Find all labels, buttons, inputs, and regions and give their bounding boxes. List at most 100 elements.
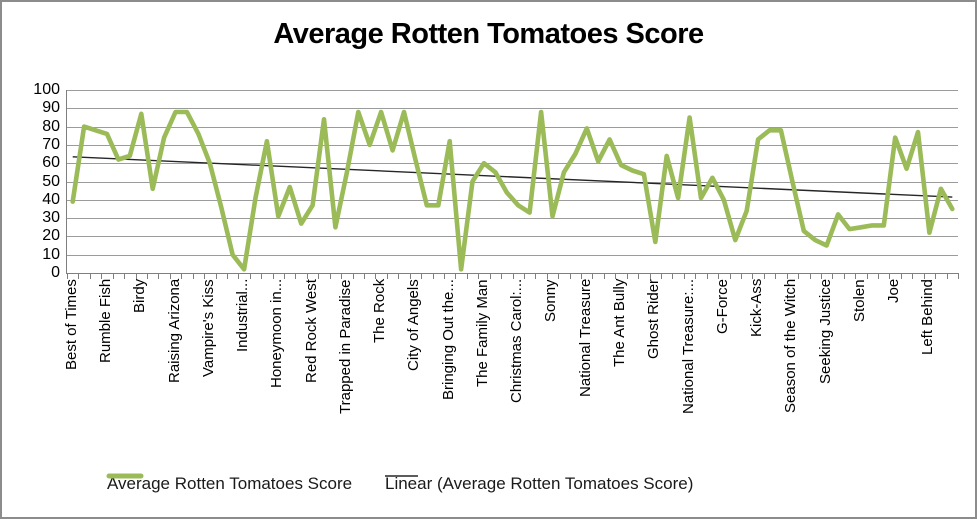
- x-axis-label: Season of the Witch: [782, 279, 800, 414]
- trend-line: [72, 156, 953, 198]
- x-axis-tick: [158, 274, 160, 279]
- gridline: [67, 90, 958, 91]
- x-axis-tick: [649, 274, 651, 279]
- plot-area: [67, 90, 958, 274]
- legend: Average Rotten Tomatoes Score Linear (Av…: [2, 472, 975, 498]
- x-axis-tick: [581, 274, 583, 279]
- x-axis-tick: [718, 274, 720, 279]
- chart-title: Average Rotten Tomatoes Score: [273, 18, 704, 50]
- x-axis-tick: [443, 274, 445, 279]
- x-axis-tick: [261, 274, 263, 279]
- gridline: [67, 163, 958, 165]
- x-axis-tick: [272, 274, 274, 279]
- gridline: [67, 236, 958, 238]
- x-axis-tick: [958, 274, 959, 279]
- x-axis-tick: [192, 274, 194, 279]
- x-axis-label: Seeking Justice: [816, 279, 834, 385]
- x-axis-label: Best of Times: [62, 279, 80, 370]
- x-axis-tick: [341, 274, 343, 279]
- x-axis-tick: [923, 274, 925, 279]
- x-axis-tick: [89, 274, 91, 279]
- x-axis-label: Red Rock West: [302, 279, 320, 383]
- x-axis-tick: [124, 274, 126, 279]
- x-axis-tick: [249, 274, 251, 279]
- x-axis-label: Raising Arizona: [165, 279, 183, 384]
- x-axis-tick: [501, 274, 503, 279]
- x-axis-label: Vampire's Kiss: [199, 279, 217, 377]
- y-axis: [66, 90, 67, 274]
- series-line-swatch: [106, 473, 144, 479]
- x-axis-label: Ghost Rider: [645, 279, 663, 360]
- x-axis-label: Sonny: [542, 279, 560, 322]
- x-axis-tick: [855, 274, 857, 279]
- x-axis-tick: [558, 274, 560, 279]
- x-axis-tick: [638, 274, 640, 279]
- series-line: [70, 109, 955, 272]
- x-axis-tick: [169, 274, 171, 279]
- x-axis-tick: [318, 274, 320, 279]
- x-axis-label: Industrial...: [234, 279, 252, 353]
- x-axis-label: Left Behind: [919, 279, 937, 355]
- x-axis-label: The Ant Bully: [611, 279, 629, 368]
- y-axis-label: 80: [42, 117, 60, 135]
- x-axis-tick: [832, 274, 834, 279]
- x-axis-tick: [489, 274, 491, 279]
- y-axis-label: 50: [42, 172, 60, 190]
- x-axis-tick: [181, 274, 183, 279]
- x-axis-tick: [466, 274, 468, 279]
- x-axis-tick: [409, 274, 411, 279]
- x-axis-label: National Treasure:...: [679, 279, 697, 415]
- y-axis-label: 60: [42, 154, 60, 172]
- x-axis-label: Stolen: [850, 279, 868, 322]
- x-axis-tick: [603, 274, 605, 279]
- x-axis-tick: [592, 274, 594, 279]
- legend-item-series: Average Rotten Tomatoes Score: [106, 472, 352, 496]
- x-axis-tick: [752, 274, 754, 279]
- gridline: [67, 254, 958, 256]
- x-axis-tick: [626, 274, 628, 279]
- gridline: [67, 181, 958, 183]
- x-axis-tick: [809, 274, 811, 279]
- x-axis-tick: [455, 274, 457, 279]
- x-axis-tick: [661, 274, 662, 279]
- x-axis-tick: [295, 274, 297, 279]
- x-axis-tick: [775, 274, 777, 279]
- x-axis-tick: [672, 274, 674, 279]
- x-axis-tick: [352, 274, 354, 279]
- x-axis-tick: [683, 274, 685, 279]
- x-axis-tick: [67, 274, 68, 279]
- gridline: [67, 144, 958, 146]
- x-axis-label: Trapped in Paradise: [336, 279, 354, 414]
- x-axis-tick: [135, 274, 137, 279]
- x-axis-tick: [523, 274, 525, 279]
- x-axis-tick: [421, 274, 423, 279]
- x-axis-tick: [866, 274, 868, 279]
- x-axis-tick: [843, 274, 845, 279]
- y-axis-label: 90: [42, 99, 60, 117]
- series-plot: [70, 109, 955, 272]
- trend-line-swatch: [385, 475, 418, 477]
- y-axis-label: 30: [42, 209, 60, 227]
- x-axis-tick: [386, 274, 388, 279]
- x-axis-tick: [706, 274, 708, 279]
- x-axis-tick: [146, 274, 148, 279]
- x-axis-tick: [878, 274, 880, 279]
- y-axis-label: 70: [42, 135, 60, 153]
- x-axis-tick: [615, 274, 617, 279]
- x-axis-tick: [375, 274, 377, 279]
- x-axis-tick: [935, 274, 937, 279]
- x-axis-tick: [284, 274, 286, 279]
- x-axis-tick: [398, 274, 400, 279]
- legend-trend-label: Linear (Average Rotten Tomatoes Score): [385, 474, 694, 493]
- x-axis-label: The Rock: [371, 279, 389, 344]
- x-axis-label: Rumble Fish: [96, 279, 114, 364]
- x-axis-label: G-Force: [713, 279, 731, 335]
- x-axis-tick: [215, 274, 217, 279]
- x-axis-tick: [535, 274, 537, 279]
- x-axis-tick: [112, 274, 114, 279]
- y-axis-label: 0: [51, 264, 60, 281]
- gridline: [67, 126, 958, 128]
- x-axis-tick: [78, 274, 80, 279]
- x-axis-tick: [740, 274, 742, 279]
